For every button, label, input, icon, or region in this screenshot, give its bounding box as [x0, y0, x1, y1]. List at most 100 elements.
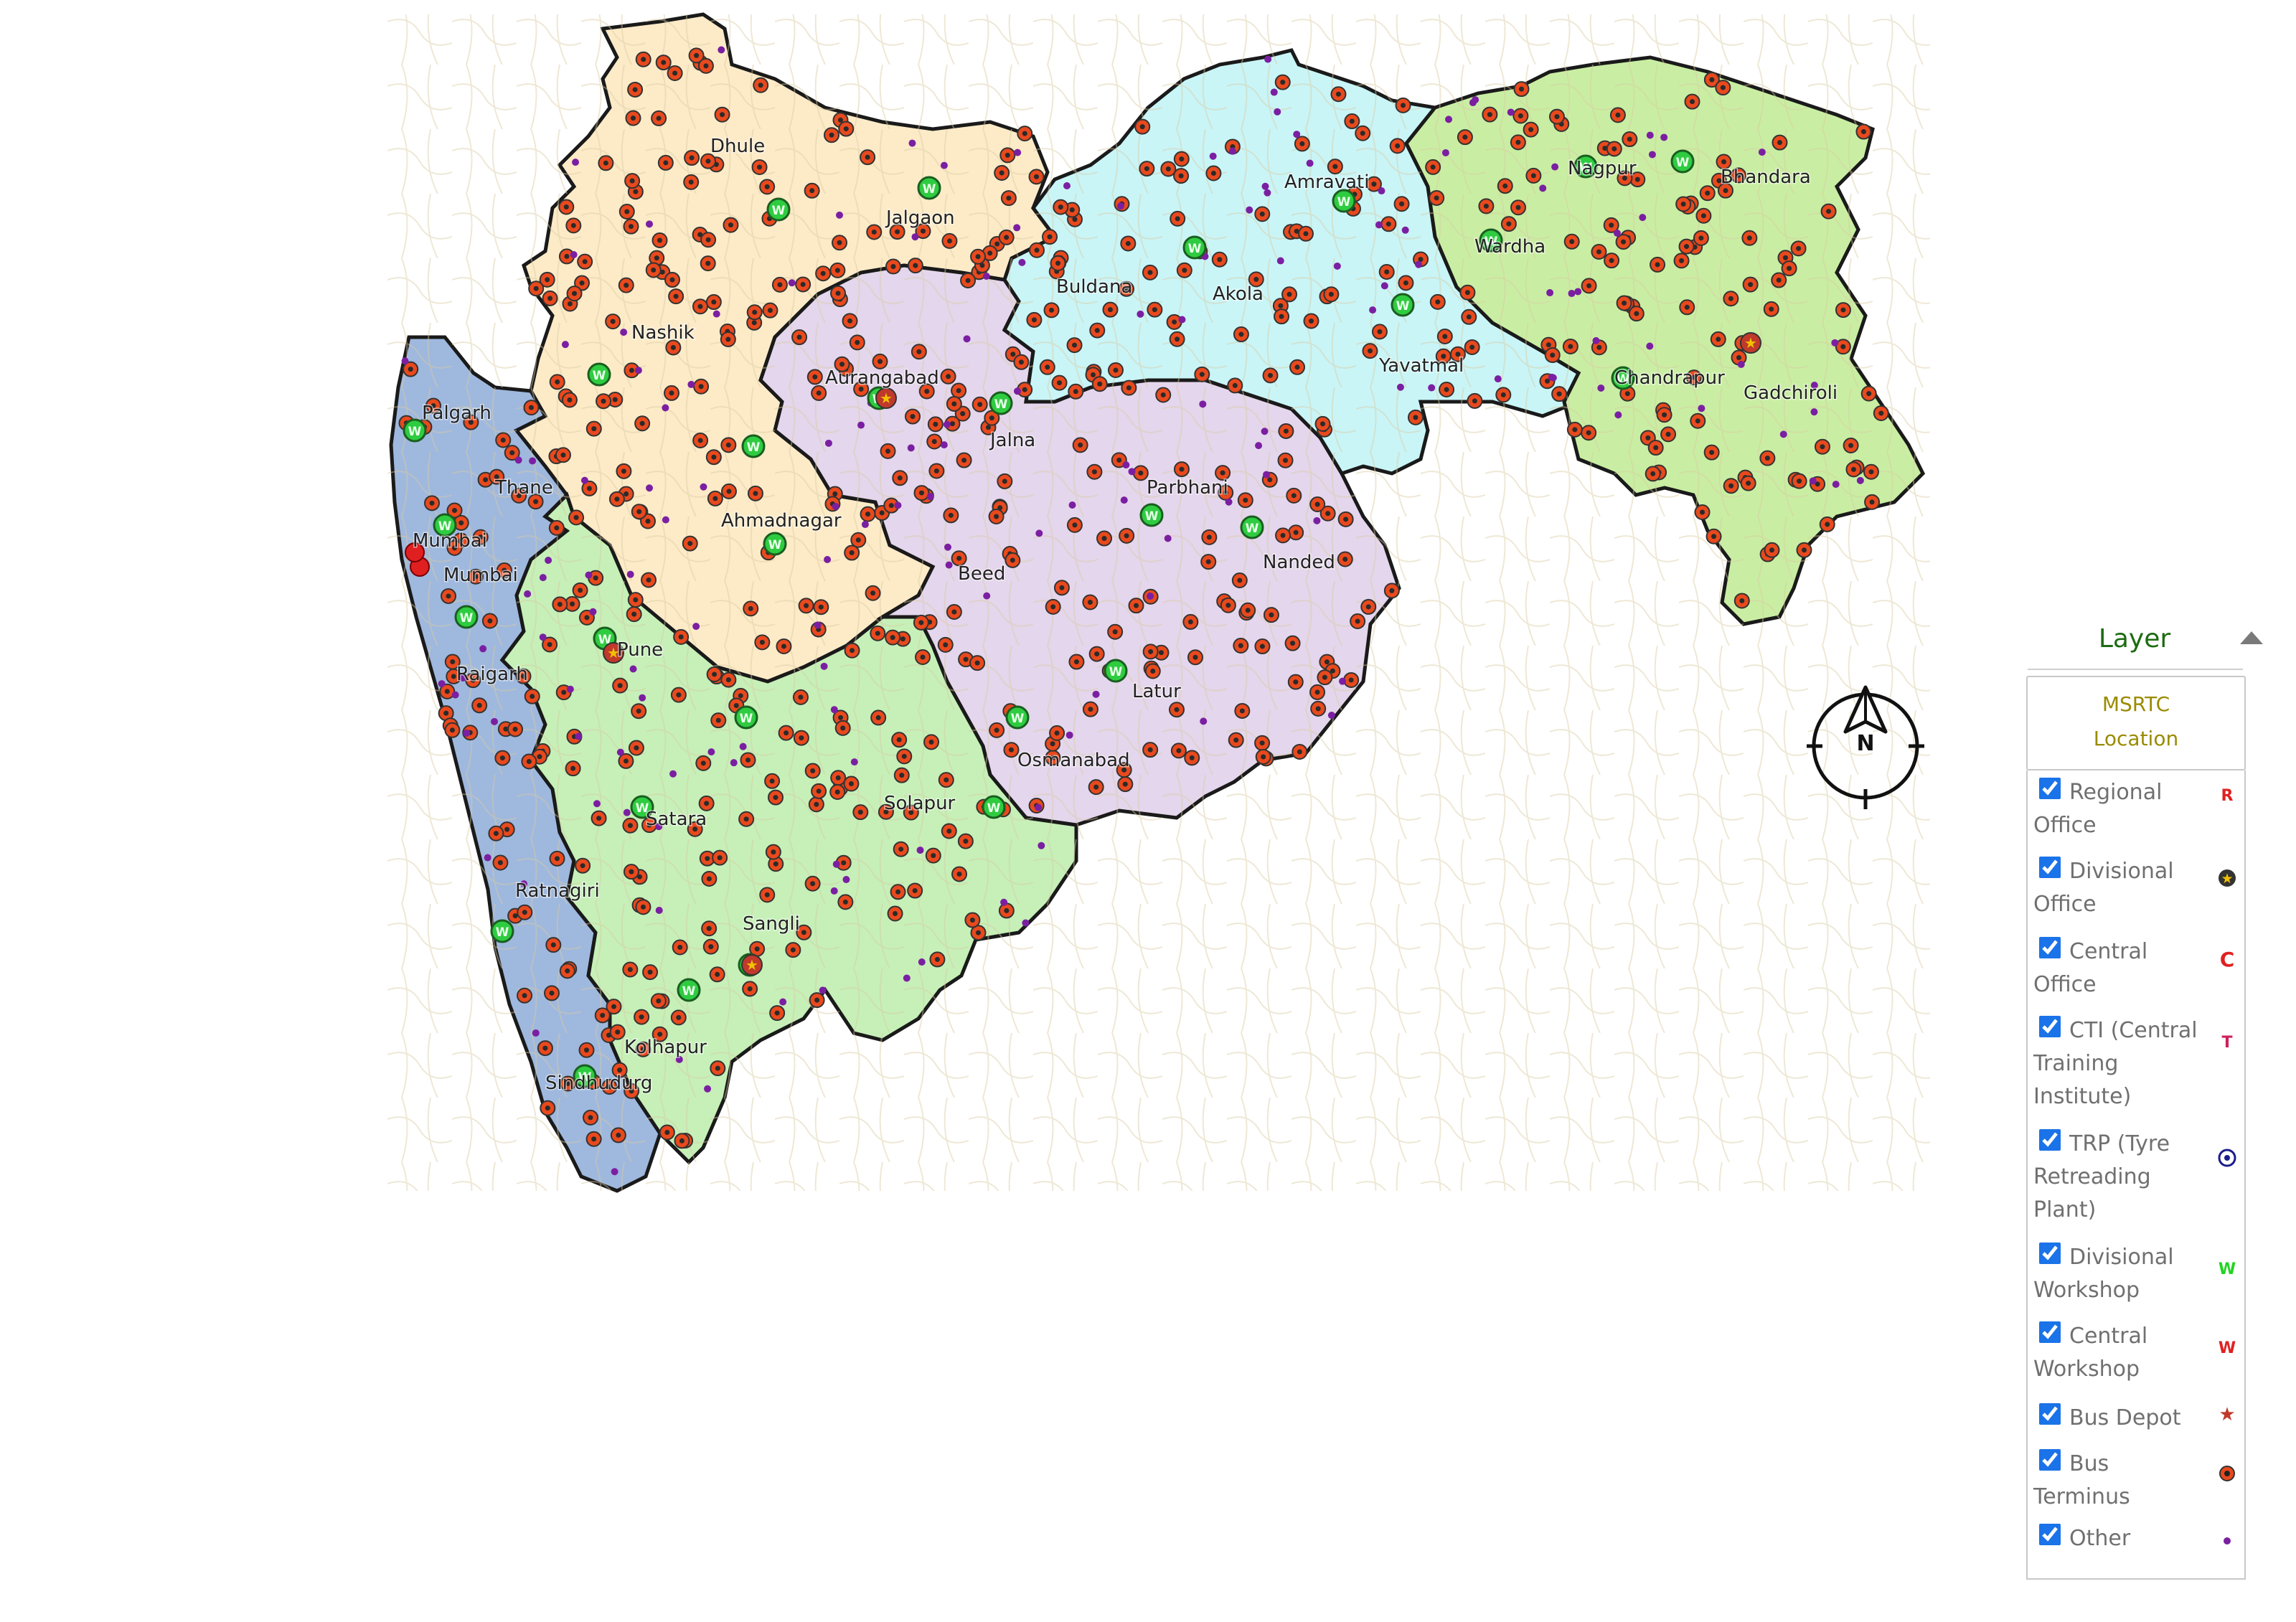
- bus-terminus-marker[interactable]: [618, 753, 634, 769]
- bus-terminus-marker[interactable]: [1675, 196, 1692, 212]
- bus-terminus-marker[interactable]: [707, 490, 723, 506]
- bus-terminus-marker[interactable]: [1068, 654, 1085, 670]
- bus-terminus-marker[interactable]: [605, 313, 621, 330]
- bus-terminus-marker[interactable]: [568, 509, 585, 526]
- other-marker[interactable]: [1063, 182, 1071, 190]
- bus-terminus-marker[interactable]: [792, 689, 809, 705]
- divisional-office-marker[interactable]: ★: [603, 642, 624, 664]
- bus-terminus-marker[interactable]: [1678, 238, 1695, 255]
- other-marker[interactable]: [707, 748, 715, 756]
- bus-terminus-marker[interactable]: [504, 445, 520, 461]
- bus-terminus-marker[interactable]: [832, 235, 848, 251]
- bus-terminus-marker[interactable]: [1119, 527, 1135, 544]
- other-marker[interactable]: [1551, 163, 1559, 171]
- bus-terminus-marker[interactable]: [843, 775, 860, 792]
- bus-terminus-marker[interactable]: [1168, 702, 1185, 718]
- bus-terminus-marker[interactable]: [611, 1062, 628, 1078]
- bus-terminus-marker[interactable]: [1461, 308, 1477, 325]
- other-marker[interactable]: [1128, 468, 1136, 476]
- bus-terminus-marker[interactable]: [1278, 423, 1294, 439]
- bus-terminus-marker[interactable]: [1741, 230, 1758, 246]
- bus-terminus-marker[interactable]: [1234, 702, 1251, 719]
- bus-terminus-marker[interactable]: [1051, 374, 1068, 391]
- bus-terminus-marker[interactable]: [913, 614, 929, 631]
- layer-checkbox-trp-tyre-retreading-plant[interactable]: [2039, 1129, 2061, 1151]
- other-marker[interactable]: [1209, 152, 1217, 160]
- bus-terminus-marker[interactable]: [594, 1007, 611, 1024]
- bus-terminus-marker[interactable]: [651, 1026, 668, 1042]
- bus-terminus-marker[interactable]: [813, 599, 829, 616]
- divisional-workshop-marker[interactable]: W: [573, 1064, 597, 1088]
- bus-terminus-marker[interactable]: [809, 992, 825, 1009]
- bus-terminus-marker[interactable]: [1716, 154, 1732, 170]
- bus-terminus-marker[interactable]: [1395, 97, 1411, 113]
- bus-terminus-marker[interactable]: [1013, 354, 1030, 370]
- bus-terminus-marker[interactable]: [754, 634, 771, 651]
- other-marker[interactable]: [1306, 159, 1314, 167]
- bus-terminus-marker[interactable]: [1684, 93, 1700, 110]
- bus-terminus-marker[interactable]: [1835, 339, 1851, 355]
- bus-terminus-marker[interactable]: [441, 588, 457, 604]
- other-marker[interactable]: [589, 608, 597, 616]
- bus-terminus-marker[interactable]: [1319, 505, 1336, 522]
- bus-terminus-marker[interactable]: [743, 600, 759, 617]
- bus-terminus-marker[interactable]: [1464, 339, 1480, 355]
- bus-terminus-marker[interactable]: [1860, 385, 1877, 402]
- bus-terminus-marker[interactable]: [561, 392, 578, 408]
- bus-terminus-marker[interactable]: [488, 825, 504, 841]
- bus-terminus-marker[interactable]: [700, 232, 717, 248]
- scroll-up-icon[interactable]: [2240, 631, 2263, 644]
- other-marker[interactable]: [662, 404, 669, 412]
- bus-terminus-marker[interactable]: [424, 495, 441, 511]
- bus-terminus-marker[interactable]: [1170, 210, 1186, 227]
- bus-terminus-marker[interactable]: [1660, 426, 1677, 443]
- other-marker[interactable]: [634, 367, 642, 374]
- bus-terminus-marker[interactable]: [650, 993, 667, 1009]
- bus-terminus-marker[interactable]: [880, 443, 896, 459]
- other-marker[interactable]: [1613, 229, 1621, 237]
- bus-terminus-marker[interactable]: [496, 562, 512, 579]
- bus-terminus-marker[interactable]: [1086, 463, 1103, 480]
- bus-terminus-marker[interactable]: [815, 265, 832, 282]
- bus-terminus-marker[interactable]: [1066, 517, 1083, 533]
- bus-terminus-marker[interactable]: [1383, 583, 1400, 599]
- other-marker[interactable]: [824, 556, 832, 564]
- bus-terminus-marker[interactable]: [929, 951, 946, 968]
- bus-terminus-marker[interactable]: [903, 804, 919, 821]
- bus-terminus-marker[interactable]: [528, 280, 545, 297]
- bus-terminus-marker[interactable]: [565, 217, 582, 234]
- bus-terminus-marker[interactable]: [544, 985, 560, 1001]
- bus-terminus-marker[interactable]: [1717, 182, 1733, 199]
- bus-terminus-marker[interactable]: [507, 721, 524, 737]
- bus-terminus-marker[interactable]: [878, 803, 894, 820]
- bus-terminus-marker[interactable]: [517, 904, 533, 920]
- bus-terminus-marker[interactable]: [1628, 306, 1645, 322]
- divisional-workshop-marker[interactable]: W: [982, 795, 1006, 819]
- bus-terminus-marker[interactable]: [951, 382, 967, 399]
- bus-terminus-marker[interactable]: [1362, 343, 1378, 359]
- bus-terminus-marker[interactable]: [495, 432, 512, 448]
- other-marker[interactable]: [623, 808, 631, 816]
- bus-terminus-marker[interactable]: [631, 504, 647, 520]
- layer-checkbox-divisional-workshop[interactable]: [2039, 1243, 2061, 1264]
- bus-terminus-marker[interactable]: [1616, 295, 1632, 311]
- bus-terminus-marker[interactable]: [804, 763, 821, 779]
- bus-terminus-marker[interactable]: [1211, 251, 1228, 268]
- bus-terminus-marker[interactable]: [860, 149, 876, 166]
- bus-terminus-marker[interactable]: [1365, 176, 1382, 192]
- bus-terminus-marker[interactable]: [624, 1083, 640, 1099]
- bus-terminus-marker[interactable]: [1169, 331, 1185, 347]
- other-marker[interactable]: [1445, 115, 1453, 123]
- other-marker[interactable]: [1293, 131, 1301, 138]
- bus-terminus-marker[interactable]: [957, 833, 974, 849]
- bus-terminus-marker[interactable]: [765, 844, 781, 860]
- bus-terminus-marker[interactable]: [468, 568, 484, 585]
- bus-terminus-marker[interactable]: [710, 1060, 726, 1077]
- other-marker[interactable]: [1614, 411, 1622, 419]
- other-marker[interactable]: [629, 665, 637, 673]
- bus-terminus-marker[interactable]: [634, 1009, 650, 1025]
- bus-terminus-marker[interactable]: [1254, 735, 1271, 751]
- bus-terminus-marker[interactable]: [1835, 302, 1851, 319]
- bus-terminus-marker[interactable]: [969, 655, 986, 671]
